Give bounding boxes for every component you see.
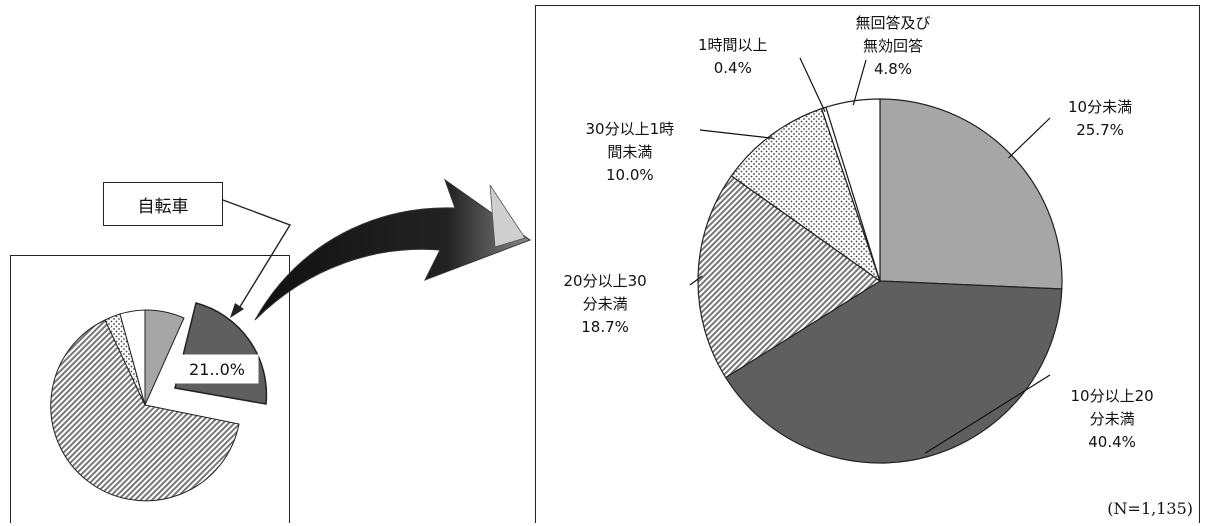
slice-percent: 40.4%: [1088, 433, 1136, 451]
pie-slice-1: [724, 280, 1063, 464]
slice-label-line: 20分以上30: [563, 272, 647, 290]
sample-size-note: (N=1,135): [1107, 499, 1193, 518]
slice-percent: 25.7%: [1076, 121, 1124, 139]
leader-line-4: [799, 57, 826, 112]
slice-label-line: 無回答及び: [855, 14, 931, 32]
overview-value-label: 21..0%: [189, 360, 245, 379]
callout-box: 自転車: [103, 182, 223, 226]
slice-percent: 0.4%: [713, 59, 752, 77]
slice-label-line: 無効回答: [863, 37, 924, 55]
pie-slice-2: [697, 175, 882, 379]
callout-label: 自転車: [137, 196, 189, 217]
overview-pie: 21..0%: [50, 302, 268, 502]
slice-label-line: 分未満: [1089, 410, 1135, 428]
slice-percent: 18.7%: [581, 318, 629, 336]
slice-label-line: 10分未満: [1068, 98, 1133, 116]
slice-label-0: 10分未満 25.7%: [1068, 96, 1132, 142]
detail-label-leaders: [689, 57, 1051, 454]
slice-label-4: 1時間以上 0.4%: [698, 34, 768, 80]
slice-label-line: 30分以上1時: [585, 120, 675, 138]
pie-slice-0: [879, 98, 1063, 290]
detail-pie: [697, 98, 1063, 464]
slice-percent: 4.8%: [873, 60, 913, 78]
slice-label-line: 10分以上20: [1070, 387, 1154, 405]
slice-percent: 10.0%: [605, 166, 654, 184]
leader-line-3: [699, 129, 774, 139]
slice-label-2: 20分以上30 分未満 18.7%: [564, 270, 647, 339]
pie-slice-5: [825, 98, 881, 282]
slice-label-line: 間未満: [607, 143, 653, 161]
zoom-arrow: [254, 178, 532, 321]
slice-label-1: 10分以上20 分未満 40.4%: [1071, 385, 1154, 454]
overview-slice-bicycle: [174, 302, 268, 405]
overview-slice-diagonal: [50, 319, 240, 502]
callout-arrowhead: [230, 303, 244, 318]
leader-line-5: [852, 59, 867, 106]
zoom-arrow-highlight: [489, 184, 526, 248]
slice-label-line: 1時間以上: [698, 36, 768, 54]
slice-label-line: 分未満: [582, 295, 628, 313]
leader-line-2: [689, 275, 703, 286]
slice-label-3: 30分以上1時 間未満 10.0%: [586, 118, 675, 187]
leader-line-1: [925, 374, 1051, 454]
pie-slice-3: [730, 107, 882, 283]
overview-slice-white: [119, 309, 146, 406]
leader-line-0: [1008, 117, 1051, 159]
overview-value-box: [175, 354, 259, 384]
slice-label-5: 無回答及び無効回答 4.8%: [856, 12, 931, 81]
callout-leader: [222, 199, 292, 311]
